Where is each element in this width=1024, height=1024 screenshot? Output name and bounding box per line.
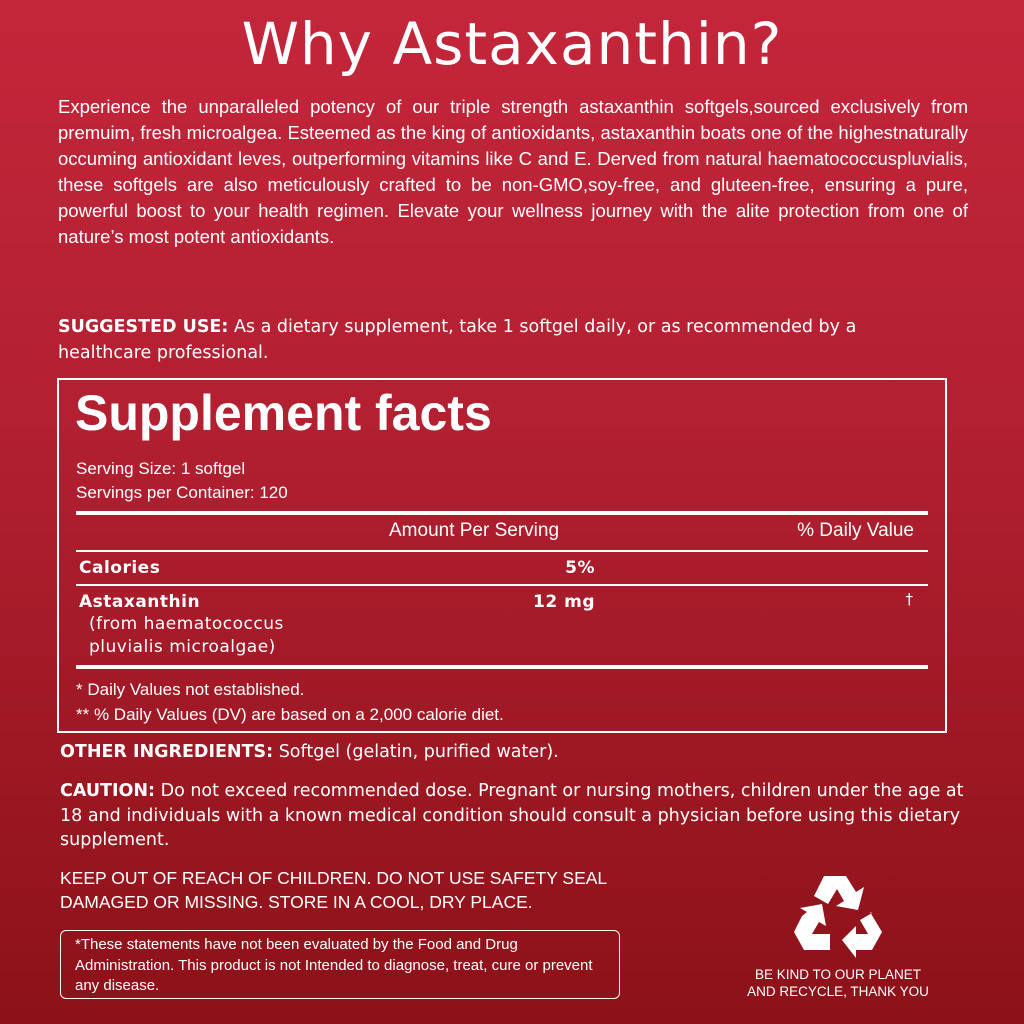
row-astaxanthin-dv: † [905,590,914,608]
row-astaxanthin-amount: 12 mg [533,592,595,612]
divider-thick [76,665,928,669]
page-title: Why Astaxanthin? [241,10,783,78]
caution-label: CAUTION: [60,781,156,801]
other-ingredients: OTHER INGREDIENTS: Softgel (gelatin, pur… [60,740,970,765]
col-amount-header: Amount Per Serving [389,520,560,541]
divider-thick [76,511,928,515]
caution: CAUTION: Do not exceed recommended dose.… [60,779,970,853]
storage-warning: KEEP OUT OF REACH OF CHILDREN. DO NOT US… [60,868,607,912]
facts-title: Supplement facts [75,385,492,441]
supplement-facts-panel: Supplement facts Serving Size: 1 softgel… [57,378,947,733]
row-calories-amount: 5% [565,558,595,578]
divider [76,550,928,552]
suggested-use: SUGGESTED USE: As a dietary supplement, … [58,314,938,366]
row-calories-name: Calories [79,558,161,578]
other-ingredients-text: Softgel (gelatin, purified water). [273,742,559,762]
footnote-2: ** % Daily Values (DV) are based on a 2,… [76,705,504,724]
suggested-use-label: SUGGESTED USE: [58,317,229,337]
recycle-message: BE KIND TO OUR PLANET AND RECYCLE, THANK… [718,966,958,1000]
fda-disclaimer: *These statements have not been evaluate… [60,930,620,999]
caution-text: Do not exceed recommended dose. Pregnant… [60,781,964,850]
recycle-icon [794,876,882,958]
col-dv-header: % Daily Value [797,520,914,541]
serving-size: Serving Size: 1 softgel [76,459,246,478]
other-ingredients-label: OTHER INGREDIENTS: [60,742,274,762]
row-astaxanthin-source-2: pluvialis microalgae) [89,637,276,657]
recycle-line-1: BE KIND TO OUR PLANET [754,967,922,982]
intro-paragraph: Experience the unparalleled potency of o… [58,96,968,247]
suggested-use-text: As a dietary supplement, take 1 softgel … [58,317,857,363]
footnote-1: * Daily Values not established. [76,680,305,699]
divider [76,584,928,586]
row-astaxanthin-name: Astaxanthin [79,592,201,612]
recycle-line-2: AND RECYCLE, THANK YOU [747,984,929,999]
row-astaxanthin-source: (from haematococcus [89,614,284,634]
servings-per-container: Servings per Container: 120 [76,483,288,502]
